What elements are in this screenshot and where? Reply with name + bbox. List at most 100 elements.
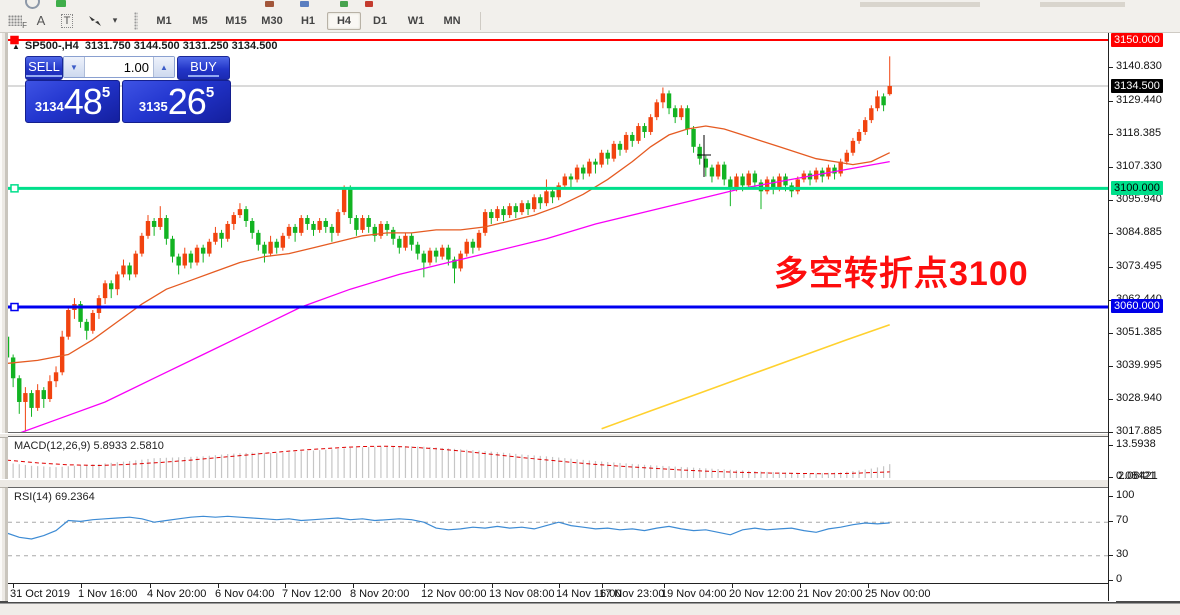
sell-price-pips: 48 xyxy=(63,80,103,122)
price-axis-label: 3051.385 xyxy=(1116,326,1162,338)
timeframe-button-m1[interactable]: M1 xyxy=(156,14,172,27)
candle-body xyxy=(440,247,445,257)
candle-body xyxy=(145,220,151,236)
sell-button[interactable]: SELL xyxy=(25,56,63,80)
candle-body xyxy=(617,143,623,150)
time-axis-label: 17 Nov 23:00 xyxy=(599,588,665,600)
candlestick-chart[interactable] xyxy=(8,33,1108,432)
toolbar-icon-fragment xyxy=(860,2,980,7)
buy-quote-box[interactable]: 3135 26 5 xyxy=(122,80,231,123)
candle-body xyxy=(887,85,892,95)
timeframe-button-group: M1 M5 M15 M30 H1 H4 D1 W1 MN xyxy=(146,11,470,30)
candle-body xyxy=(581,167,586,174)
rsi-indicator-pane[interactable]: RSI(14) 69.2364 xyxy=(8,487,1108,585)
timeframe-button-m5[interactable]: M5 xyxy=(192,14,208,27)
candle-body xyxy=(323,220,328,227)
price-axis-badge-blue: 3060.000 xyxy=(1111,299,1163,313)
price-axis-badge-green: 3100.000 xyxy=(1111,181,1163,195)
text-box-tool-icon[interactable]: T xyxy=(56,12,78,30)
candle-body xyxy=(207,241,212,254)
candle-body xyxy=(256,232,261,245)
candle-body xyxy=(335,212,341,233)
toolbar-separator xyxy=(480,11,481,30)
candle-body xyxy=(384,223,390,230)
candle-body xyxy=(740,176,745,186)
buy-button[interactable]: BUY xyxy=(177,56,230,80)
candle-body xyxy=(35,390,40,408)
timeframe-button-m30[interactable]: M30 xyxy=(261,14,283,27)
add-chart-icon xyxy=(56,0,66,7)
sell-quote-box[interactable]: 3134 48 5 xyxy=(25,80,120,123)
diagonal-arrows-glyph xyxy=(89,15,101,26)
price-axis[interactable]: 3150.000 3140.830 3134.500 3129.440 3118.385… xyxy=(1108,33,1180,601)
candle-body xyxy=(648,117,653,132)
collapse-triangle-icon[interactable]: ▲ xyxy=(12,42,20,51)
candle-body xyxy=(777,176,782,189)
candle-body xyxy=(476,232,482,248)
time-axis-label: 25 Nov 00:00 xyxy=(865,588,931,600)
candle-body xyxy=(556,185,561,198)
candle-body xyxy=(109,283,114,290)
toolbar-drag-handle[interactable] xyxy=(134,11,138,30)
level-line-handle xyxy=(10,302,19,312)
price-axis-label: 3140.830 xyxy=(1116,60,1162,72)
time-axis-label: 7 Nov 12:00 xyxy=(282,588,342,600)
candle-body xyxy=(611,143,617,159)
timeframe-button-h1[interactable]: H1 xyxy=(300,14,316,27)
candle-body xyxy=(470,241,476,248)
dropdown-caret-icon[interactable]: ▾ xyxy=(112,15,118,25)
candle-body xyxy=(562,176,568,186)
indicator-grid-icon[interactable]: F xyxy=(4,12,27,30)
volume-input[interactable] xyxy=(85,57,153,77)
price-axis-tick xyxy=(1109,445,1113,446)
candle-body xyxy=(746,173,751,186)
macd-indicator-pane[interactable]: MACD(12,26,9) 5.8933 2.5810 xyxy=(8,436,1108,480)
timeframe-button-d1[interactable]: D1 xyxy=(372,14,388,27)
candle-body xyxy=(329,226,335,233)
candle-body xyxy=(838,161,843,174)
chart-text-annotation[interactable]: 多空转折点3100 xyxy=(774,255,1029,293)
buy-price-pips: 26 xyxy=(167,80,207,122)
timeframe-button-h4[interactable]: H4 xyxy=(327,11,361,30)
price-axis-label: 13.5938 xyxy=(1116,438,1156,450)
time-axis-tick xyxy=(559,584,560,588)
timeframe-button-mn[interactable]: MN xyxy=(443,14,461,27)
candle-body xyxy=(660,93,666,103)
candle-body xyxy=(53,372,59,382)
price-axis-label: 3017.885 xyxy=(1116,425,1162,437)
toolbar-icon-fragment xyxy=(365,1,373,7)
candle-body xyxy=(752,173,758,183)
price-axis-tick xyxy=(1109,366,1113,367)
candle-body xyxy=(164,218,169,239)
candle-body xyxy=(458,253,463,269)
candle-body xyxy=(66,309,71,337)
candle-body xyxy=(771,179,776,189)
price-chart-pane[interactable]: ▲ SP500-,H4 3131.750 3144.500 3131.250 31… xyxy=(8,33,1108,433)
candle-body xyxy=(764,179,770,192)
time-axis-label: 31 Oct 2019 xyxy=(10,588,70,600)
candle-body xyxy=(568,176,574,180)
candle-body xyxy=(464,241,469,254)
volume-increase-button[interactable]: ▲ xyxy=(153,57,174,77)
candle-body xyxy=(219,232,224,239)
timeframe-button-w1[interactable]: W1 xyxy=(407,14,425,27)
candle-body xyxy=(348,188,353,219)
drawing-arrows-icon[interactable] xyxy=(82,12,108,30)
candle-body xyxy=(636,126,641,141)
candle-body xyxy=(176,256,181,266)
candle-body xyxy=(525,203,531,210)
text-label-tool-icon[interactable]: A xyxy=(36,13,46,28)
time-axis-tick xyxy=(424,584,425,588)
dot-grid-glyph: F xyxy=(8,15,27,30)
symbol-name: SP500-,H4 xyxy=(24,40,79,52)
time-axis[interactable]: 31 Oct 2019 1 Nov 16:00 4 Nov 20:00 6 Nov 0… xyxy=(8,583,1116,602)
time-axis-tick xyxy=(150,584,151,588)
volume-decrease-button[interactable]: ▼ xyxy=(64,57,85,77)
fast-ma-line xyxy=(8,125,890,364)
candle-body xyxy=(305,218,310,224)
candle-body xyxy=(409,235,414,245)
candle-body xyxy=(489,212,494,219)
candle-body xyxy=(587,161,592,174)
candle-body xyxy=(482,212,488,233)
timeframe-button-m15[interactable]: M15 xyxy=(225,14,247,27)
